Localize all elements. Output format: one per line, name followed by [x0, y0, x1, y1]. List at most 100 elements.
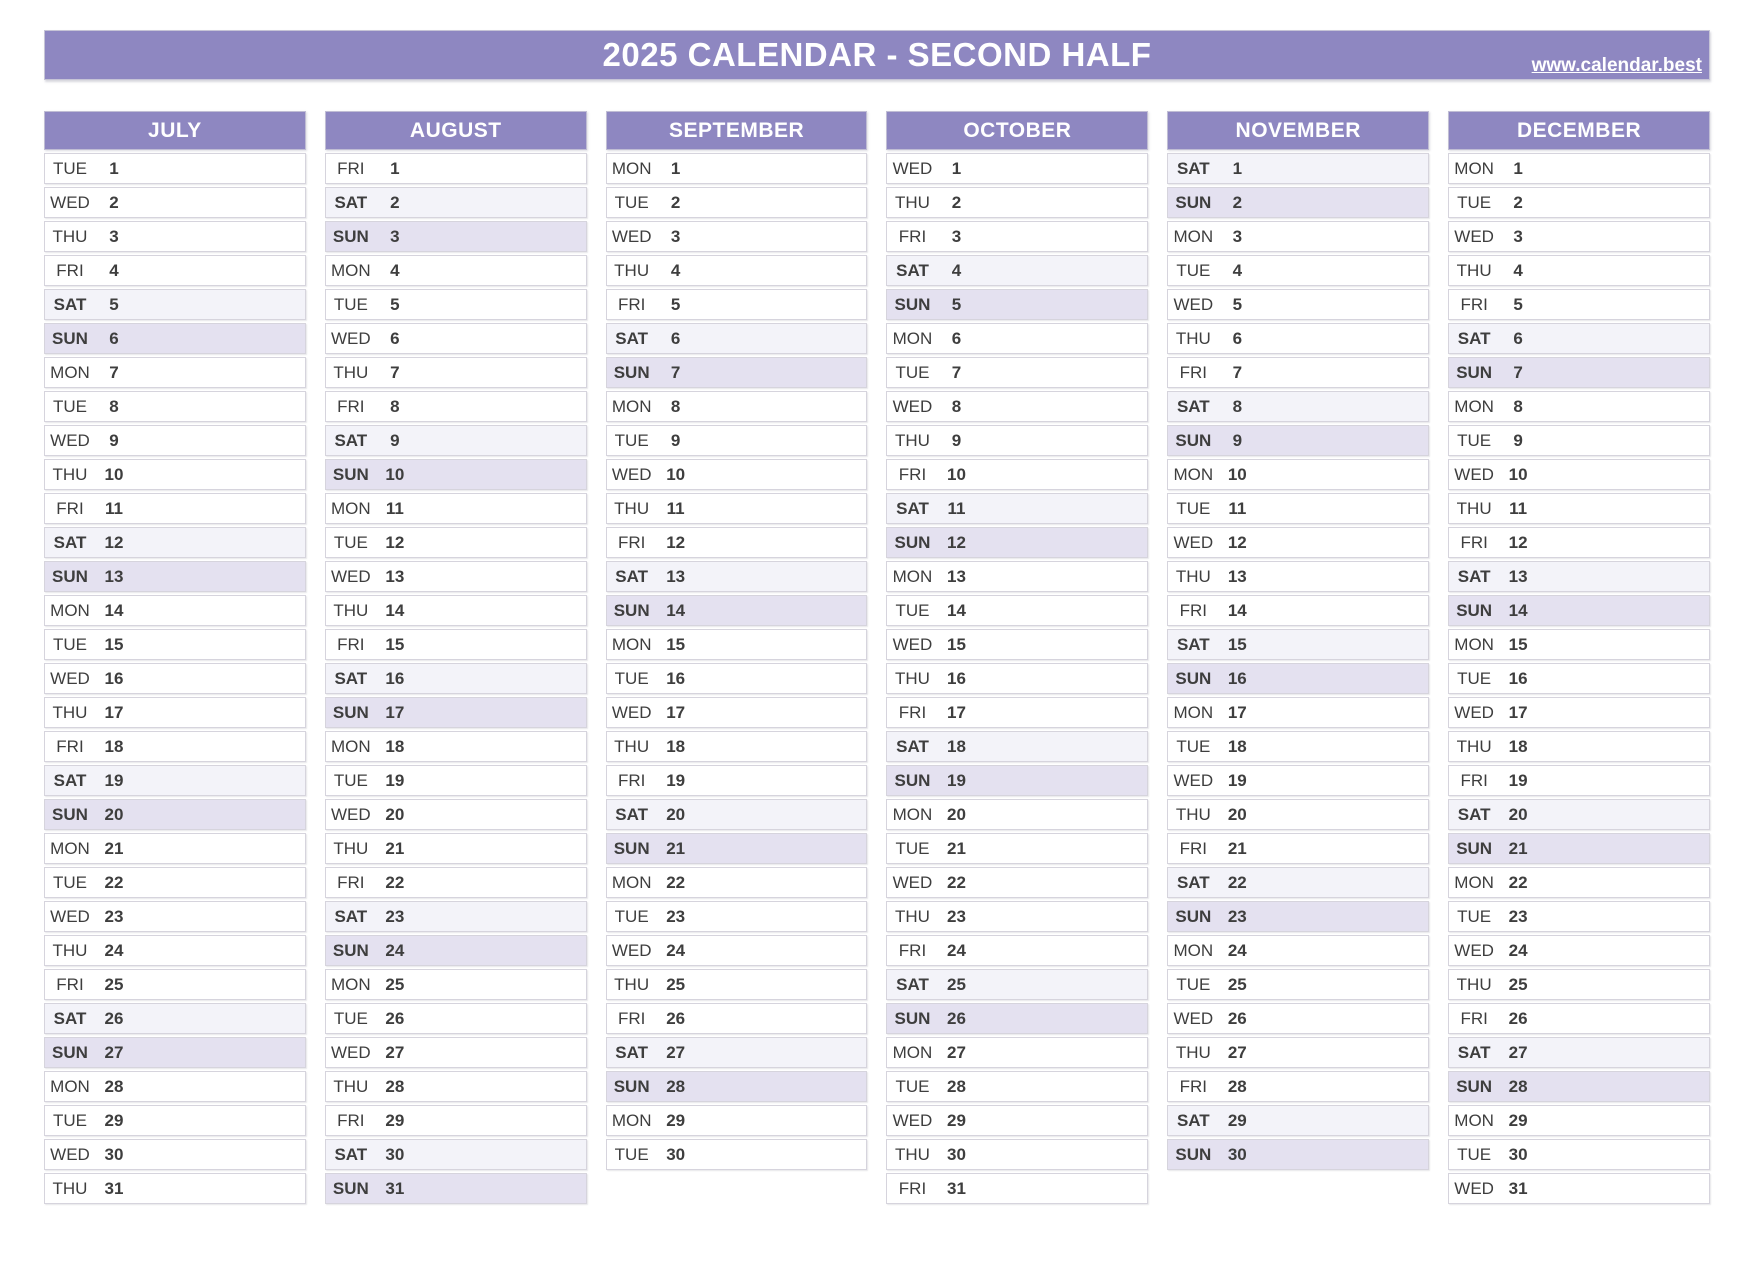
day-number: 21: [1227, 838, 1247, 858]
day-of-week-label: WED: [892, 1110, 933, 1130]
day-of-week-label: SAT: [1457, 804, 1491, 824]
day-row: MON 25: [324, 969, 587, 1000]
day-of-week-label: THU: [895, 430, 930, 450]
day-row: FRI 24: [886, 935, 1149, 966]
day-row: MON 10: [1167, 459, 1430, 490]
day-row: THU 9: [886, 425, 1149, 456]
day-row: TUE 19: [324, 765, 587, 796]
day-number: 13: [1508, 566, 1528, 586]
day-row: SAT 22: [1167, 867, 1430, 898]
day-row: TUE 18: [1167, 731, 1430, 762]
day-row: THU 4: [605, 255, 868, 286]
day-row: TUE 11: [1167, 493, 1430, 524]
day-row: MON 14: [44, 595, 306, 626]
day-of-week-label: WED: [1173, 770, 1214, 790]
day-row: SAT 15: [1167, 629, 1430, 660]
day-row: THU 25: [605, 969, 868, 1000]
day-row: TUE 2: [1448, 187, 1710, 218]
day-row: THU 25: [1448, 969, 1710, 1000]
day-row: MON 22: [1448, 867, 1710, 898]
day-row: MON 17: [1167, 697, 1430, 728]
day-row: TUE 16: [605, 663, 868, 694]
day-row: SUN 7: [1448, 357, 1710, 388]
day-number: 11: [105, 498, 123, 518]
day-of-week-label: MON: [1454, 1110, 1494, 1130]
day-of-week-label: SUN: [894, 1008, 931, 1028]
day-row: SUN 13: [44, 561, 306, 592]
day-number: 24: [1508, 940, 1528, 960]
day-number: 17: [1508, 702, 1528, 722]
day-of-week-label: TUE: [895, 1076, 930, 1096]
month-column-december: DECEMBER MON 1 TUE 2 WED 3 THU 4 FRI 5 S…: [1448, 111, 1710, 1207]
day-row: TUE 28: [886, 1071, 1149, 1102]
day-number: 30: [385, 1144, 405, 1164]
day-number: 4: [670, 260, 681, 280]
day-of-week-label: SAT: [615, 328, 649, 348]
day-number: 11: [947, 498, 966, 518]
day-row: WED 16: [44, 663, 306, 694]
day-row: SUN 9: [1167, 425, 1430, 456]
day-number: 27: [947, 1042, 966, 1062]
day-number: 25: [666, 974, 686, 994]
day-number: 12: [1227, 532, 1247, 552]
day-row: TUE 9: [605, 425, 868, 456]
day-number: 25: [385, 974, 405, 994]
day-of-week-label: SUN: [52, 804, 88, 824]
day-of-week-label: THU: [1175, 1042, 1211, 1062]
day-number: 9: [670, 430, 681, 450]
day-row: SAT 2: [324, 187, 587, 218]
day-row: MON 24: [1167, 935, 1430, 966]
day-number: 5: [109, 294, 119, 314]
day-of-week-label: SUN: [332, 226, 369, 246]
day-row: THU 27: [1167, 1037, 1430, 1068]
day-number: 6: [951, 328, 962, 348]
day-row: TUE 4: [1167, 255, 1430, 286]
day-number: 25: [104, 974, 124, 994]
day-row: MON 1: [605, 153, 868, 184]
day-of-week-label: WED: [1454, 940, 1494, 960]
day-row: WED 24: [1448, 935, 1710, 966]
day-number: 11: [1228, 498, 1247, 518]
day-of-week-label: SUN: [332, 940, 369, 960]
day-number: 23: [947, 906, 966, 926]
day-of-week-label: SUN: [613, 1076, 650, 1096]
day-number: 28: [666, 1076, 686, 1096]
day-row: FRI 8: [324, 391, 587, 422]
day-row: SUN 3: [324, 221, 587, 252]
site-link[interactable]: www.calendar.best: [1531, 55, 1702, 76]
day-number: 28: [947, 1076, 966, 1096]
day-number: 5: [1232, 294, 1243, 314]
month-header: NOVEMBER: [1167, 111, 1430, 150]
day-of-week-label: TUE: [1176, 736, 1211, 756]
day-row: THU 3: [44, 221, 306, 252]
day-of-week-label: WED: [330, 328, 371, 348]
month-days: TUE 1 WED 2 THU 3 FRI 4 SAT 5 SUN 6 MON …: [44, 153, 306, 1204]
day-of-week-label: THU: [52, 940, 88, 960]
day-of-week-label: THU: [614, 498, 650, 518]
day-number: 31: [385, 1178, 405, 1198]
day-of-week-label: FRI: [898, 940, 927, 960]
day-number: 7: [1513, 362, 1523, 382]
day-row: SUN 21: [605, 833, 868, 864]
day-of-week-label: WED: [892, 872, 933, 892]
day-of-week-label: TUE: [895, 838, 930, 858]
day-of-week-label: MON: [611, 396, 652, 416]
day-row: MON 20: [886, 799, 1149, 830]
day-number: 21: [1508, 838, 1528, 858]
day-row: FRI 17: [886, 697, 1149, 728]
month-header: JULY: [44, 111, 306, 150]
day-number: 16: [1508, 668, 1528, 688]
day-number: 15: [104, 634, 124, 654]
day-row: SUN 27: [44, 1037, 306, 1068]
day-number: 10: [385, 464, 405, 484]
day-of-week-label: THU: [895, 668, 930, 688]
day-row: WED 17: [605, 697, 868, 728]
day-number: 4: [390, 260, 400, 280]
day-number: 6: [1232, 328, 1243, 348]
day-row: SAT 18: [886, 731, 1149, 762]
day-of-week-label: FRI: [337, 1110, 365, 1130]
day-number: 25: [1227, 974, 1247, 994]
day-number: 18: [104, 736, 124, 756]
day-number: 18: [385, 736, 405, 756]
day-number: 7: [390, 362, 400, 382]
